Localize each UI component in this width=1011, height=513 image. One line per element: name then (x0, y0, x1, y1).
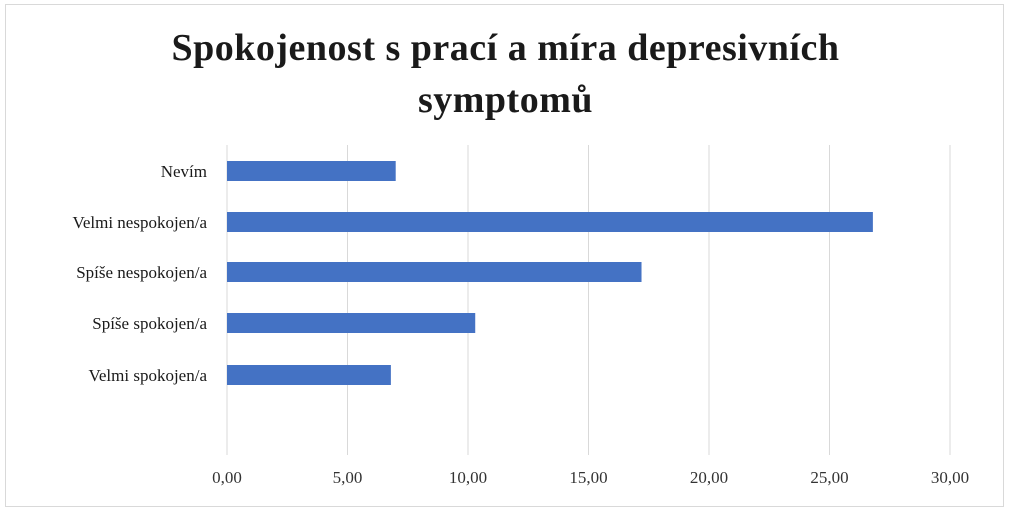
gridlines (226, 145, 951, 455)
bar (227, 161, 396, 181)
bar (227, 365, 391, 385)
bar (227, 262, 642, 282)
bar (227, 212, 873, 232)
x-tick-label: 30,00 (931, 468, 969, 487)
bar (227, 313, 476, 333)
x-tick-label: 20,00 (690, 468, 728, 487)
x-tick-label: 25,00 (810, 468, 848, 487)
chart-title-line-2: symptomů (417, 79, 594, 121)
bars (227, 161, 873, 385)
category-label: Nevím (161, 162, 207, 181)
category-label: Spíše spokojen/a (92, 314, 207, 333)
x-tick-labels: 0,00 5,00 10,00 15,00 20,00 25,00 30,00 (212, 468, 969, 487)
chart-frame (5, 4, 1004, 507)
chart-title: Spokojenost s prací a míra depresivních s… (0, 22, 1011, 126)
x-tick-label: 10,00 (449, 468, 487, 487)
category-labels: Nevím Velmi nespokojen/a Spíše nespokojen/… (72, 162, 207, 385)
category-label: Velmi spokojen/a (88, 366, 207, 385)
x-tick-label: 0,00 (212, 468, 242, 487)
x-tick-label: 15,00 (569, 468, 607, 487)
x-tick-label: 5,00 (333, 468, 363, 487)
category-label: Spíše nespokojen/a (76, 263, 207, 282)
category-label: Velmi nespokojen/a (72, 213, 207, 232)
chart-title-line-1: Spokojenost s prací a míra depresivních (171, 27, 840, 69)
